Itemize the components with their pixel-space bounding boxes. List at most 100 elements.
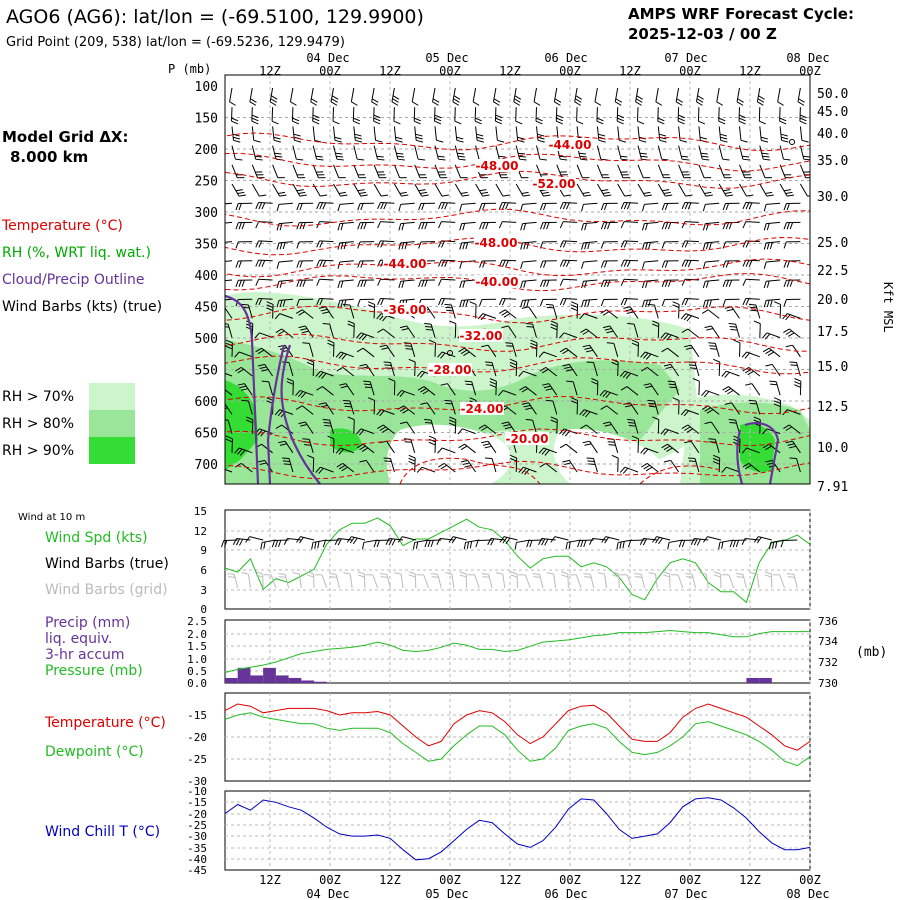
- upper-wind-barb: [393, 126, 397, 141]
- upper-wind-barb-feather: [452, 101, 460, 106]
- wind-barb-true-feather: [430, 540, 434, 548]
- upper-wind-barb: [454, 164, 462, 178]
- height-tick-label: 45.0: [817, 105, 848, 120]
- upper-wind-barb-feather: [235, 260, 239, 268]
- upper-wind-barb-feather: [661, 347, 668, 353]
- upper-wind-barb-feather: [742, 240, 747, 248]
- height-tick-label: 22.5: [817, 264, 848, 279]
- upper-wind-barb: [548, 383, 558, 396]
- upper-wind-barb-feather: [341, 353, 347, 360]
- upper-wind-barb-feather: [579, 155, 587, 158]
- upper-wind-barb-feather: [780, 133, 788, 137]
- bottom-hour-label: 00Z: [799, 873, 821, 887]
- upper-wind-barb: [400, 221, 415, 225]
- upper-wind-barb-feather: [661, 260, 666, 268]
- upper-wind-barb-feather: [299, 203, 303, 211]
- upper-wind-barb-feather: [603, 203, 608, 211]
- upper-wind-barb: [310, 87, 314, 102]
- upper-wind-barb-feather: [408, 358, 416, 363]
- wind-barb-true-feather: [693, 538, 698, 546]
- isotherm-line: [225, 132, 810, 152]
- upper-wind-barb-feather: [301, 330, 309, 334]
- upper-wind-barb-feather: [631, 339, 639, 344]
- upper-wind-barb-feather: [578, 152, 587, 155]
- upper-wind-barb-feather: [465, 299, 469, 307]
- upper-wind-barb-feather: [520, 281, 524, 289]
- upper-wind-barb-feather: [273, 136, 281, 140]
- upper-wind-barb-feather: [740, 139, 748, 143]
- upper-wind-barb: [464, 443, 476, 454]
- upper-wind-barb-feather: [479, 203, 483, 211]
- upper-wind-barb-feather: [663, 459, 671, 463]
- legend-wind-barbs-true: Wind Barbs (true): [45, 556, 169, 572]
- upper-wind-barb: [325, 402, 334, 415]
- upper-wind-barb-feather: [797, 101, 805, 106]
- upper-wind-barb-feather: [444, 399, 452, 402]
- upper-wind-barb-feather: [559, 347, 567, 353]
- upper-wind-barb-feather: [382, 315, 388, 322]
- upper-wind-barb-feather: [765, 363, 773, 367]
- upper-wind-barb-feather: [297, 391, 304, 398]
- upper-wind-barb: [596, 183, 605, 197]
- upper-wind-barb-feather: [225, 342, 233, 347]
- upper-wind-barb-feather: [574, 101, 581, 106]
- pressure-unit-label: (mb): [856, 645, 887, 660]
- top-hour-label: 12Z: [739, 64, 761, 78]
- upper-wind-barb: [739, 145, 744, 160]
- upper-wind-barb-feather: [539, 280, 544, 288]
- upper-wind-barb-feather: [336, 462, 344, 468]
- upper-wind-barb-feather: [537, 133, 545, 137]
- upper-wind-barb: [596, 126, 600, 141]
- upper-wind-barb: [629, 402, 639, 415]
- upper-wind-barb-feather: [648, 242, 651, 250]
- upper-wind-barb-feather: [367, 397, 375, 401]
- upper-wind-barb-feather: [576, 120, 584, 125]
- upper-wind-barb-feather: [564, 366, 572, 370]
- upper-wind-barb-feather: [582, 344, 590, 348]
- upper-wind-barb-feather: [523, 300, 527, 308]
- upper-wind-barb-feather: [773, 403, 781, 408]
- upper-wind-barb-feather: [295, 390, 301, 397]
- upper-wind-barb-feather: [586, 349, 594, 353]
- upper-wind-barb-feather: [320, 404, 328, 408]
- isotherm-line: [225, 258, 810, 278]
- wind-barb-grid-feather: [662, 574, 670, 578]
- upper-wind-barb: [353, 145, 358, 160]
- upper-wind-barb-feather: [783, 241, 787, 249]
- upper-wind-barb-feather: [710, 348, 718, 350]
- upper-wind-barb-feather: [299, 260, 303, 268]
- upper-wind-barb-feather: [704, 191, 712, 194]
- wind-barb-grid-feather: [343, 572, 351, 575]
- top-date-label: 08 Dec: [786, 51, 829, 65]
- bottom-hour-label: 12Z: [739, 873, 761, 887]
- upper-wind-barb-feather: [542, 383, 550, 386]
- upper-wind-barb: [710, 421, 720, 434]
- wind-barb-grid: [349, 574, 353, 589]
- upper-wind-barb-feather: [799, 117, 807, 122]
- pressure-line: [224, 629, 810, 673]
- upper-wind-barb: [623, 278, 639, 281]
- upper-wind-barb-feather: [347, 320, 355, 325]
- upper-wind-barb-feather: [476, 139, 484, 143]
- upper-wind-barb-feather: [765, 459, 773, 463]
- upper-wind-barb-feather: [713, 358, 720, 363]
- upper-wind-barb: [414, 145, 419, 160]
- upper-wind-barb-feather: [645, 223, 648, 231]
- upper-wind-barb-feather: [581, 300, 584, 308]
- upper-wind-barb-feather: [360, 260, 364, 268]
- upper-wind-barb-feather: [645, 466, 653, 472]
- upper-wind-barb-feather: [688, 364, 696, 367]
- upper-wind-barb: [629, 306, 639, 319]
- upper-wind-barb-feather: [684, 440, 692, 444]
- upper-wind-barb-feather: [319, 260, 324, 267]
- wind-barb-grid-feather: [292, 572, 300, 575]
- upper-wind-barb-feather: [718, 120, 726, 125]
- upper-wind-barb-feather: [727, 389, 734, 395]
- upper-wind-barb-feather: [296, 222, 300, 230]
- upper-wind-barb-feather: [279, 242, 283, 250]
- wind-barb-grid: [539, 574, 544, 589]
- upper-wind-barb-feather: [724, 402, 732, 405]
- upper-wind-barb-feather: [347, 323, 355, 328]
- upper-wind-barb-feather: [600, 260, 605, 268]
- wind-barb-grid-feather: [445, 572, 453, 575]
